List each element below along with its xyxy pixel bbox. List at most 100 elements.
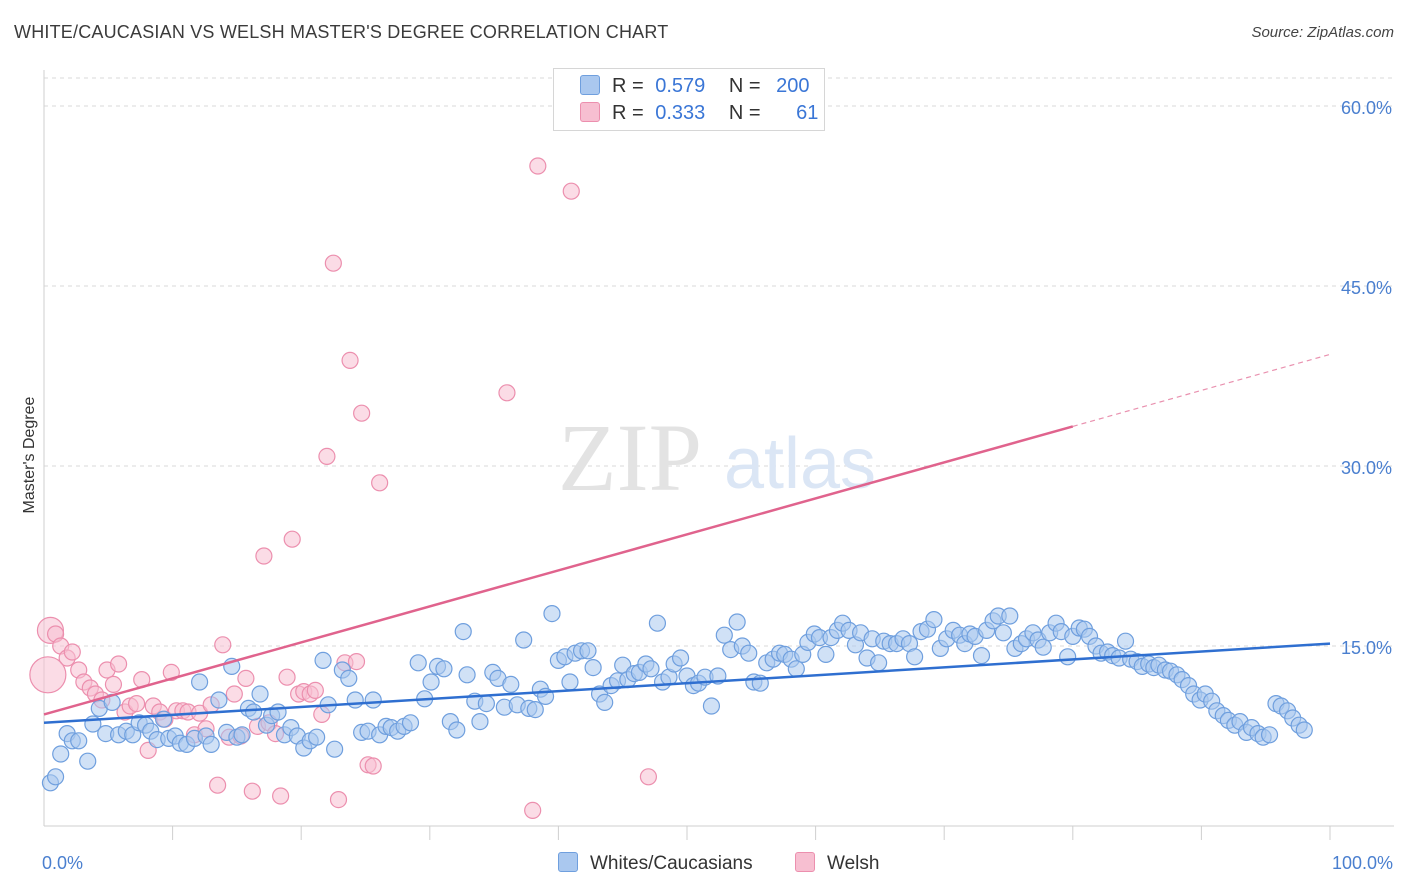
welsh-point <box>209 776 227 794</box>
whites-point <box>702 697 721 715</box>
whites-point <box>1260 726 1279 744</box>
whites-point <box>925 610 943 629</box>
welsh-point <box>214 636 232 654</box>
welsh-point <box>353 404 371 422</box>
legend-row-whites: R = 0.579 N = 200 <box>580 75 810 99</box>
whites-point <box>715 626 733 644</box>
welsh-point <box>498 384 516 402</box>
y-axis-label: Master's Degree <box>21 396 38 513</box>
welsh-point <box>324 254 342 272</box>
whites-point <box>906 648 924 666</box>
whites-point <box>448 721 466 739</box>
whites-point <box>671 649 690 667</box>
whites-point <box>579 642 597 660</box>
whites-point <box>1295 721 1313 739</box>
bottom-legend-label: Welsh <box>827 853 880 874</box>
whites-point <box>515 631 533 649</box>
bottom-legend-swatch-blue <box>558 852 578 872</box>
whites-point <box>233 726 251 744</box>
whites-point <box>596 693 614 712</box>
axes <box>43 70 1394 840</box>
whites-point <box>422 673 440 691</box>
source-credit: Source: ZipAtlas.com <box>1251 24 1394 41</box>
welsh-point <box>243 782 261 800</box>
y-tick-label: 30.0% <box>1341 458 1392 478</box>
watermark-zip: ZIP <box>558 404 702 511</box>
legend-r-label: R = <box>612 75 644 97</box>
whites-point <box>191 673 209 691</box>
watermark-atlas: atlas <box>724 424 876 504</box>
welsh-point <box>127 694 146 713</box>
legend-row-welsh: R = 0.333 N = 61 <box>580 102 818 126</box>
whites-point <box>46 768 65 786</box>
whites-point <box>728 613 746 631</box>
whites-point <box>561 673 579 691</box>
legend-n-label: N = <box>728 102 761 124</box>
whites-point <box>648 614 667 632</box>
whites-point <box>1001 607 1019 625</box>
watermark: ZIP atlas <box>558 404 876 511</box>
whites-point <box>326 740 344 758</box>
welsh-point <box>318 447 336 465</box>
legend-r-label: R = <box>612 102 644 124</box>
welsh-trend-extension <box>1072 353 1331 427</box>
legend-n-value: 200 <box>776 75 810 97</box>
welsh-point <box>255 547 273 565</box>
whites-point <box>642 660 660 678</box>
whites-point <box>817 645 835 664</box>
welsh-point <box>278 668 296 686</box>
whites-point <box>787 660 805 678</box>
tick-labels: 15.0% 30.0% 45.0% 60.0% 0.0% 100.0% <box>42 98 1393 873</box>
welsh-point <box>225 685 243 703</box>
legend-swatch-blue <box>580 75 600 95</box>
legend-r-value: 0.333 <box>655 102 706 124</box>
welsh-point <box>341 351 359 369</box>
welsh-point <box>237 669 255 688</box>
bottom-legend-whites[interactable]: Whites/Caucasians <box>558 852 753 875</box>
whites-point <box>994 624 1012 642</box>
y-tick-label: 15.0% <box>1341 638 1392 658</box>
welsh-point <box>329 790 348 809</box>
welsh-point <box>283 530 301 548</box>
whites-point <box>543 604 561 623</box>
legend: R = 0.579 N = 200 R = 0.333 N = 61 <box>553 68 825 131</box>
whites-point <box>972 646 991 665</box>
welsh-point <box>104 675 123 694</box>
welsh-point <box>371 474 389 492</box>
y-tick-label: 45.0% <box>1341 278 1392 298</box>
welsh-point <box>524 801 542 820</box>
welsh-point <box>562 182 580 200</box>
bottom-legend-welsh[interactable]: Welsh <box>795 852 879 875</box>
whites-point <box>251 685 269 703</box>
welsh-point <box>109 655 128 673</box>
welsh-point <box>29 656 67 694</box>
whites-point <box>471 712 489 731</box>
whites-point <box>477 694 495 713</box>
whites-point <box>409 654 427 672</box>
x-tick-label: 0.0% <box>42 853 83 873</box>
whites-point <box>1059 648 1077 666</box>
whites-point <box>454 622 472 641</box>
x-tick-label: 100.0% <box>1332 853 1393 873</box>
legend-swatch-pink <box>580 102 600 122</box>
whites-points <box>41 604 1313 792</box>
whites-point <box>346 691 364 709</box>
whites-point <box>70 732 88 750</box>
whites-point <box>740 644 758 662</box>
whites-point <box>202 735 220 754</box>
whites-point <box>154 710 173 728</box>
bottom-legend-swatch-pink <box>795 852 815 872</box>
grid-lines <box>44 77 1394 647</box>
trend-lines <box>43 353 1331 725</box>
legend-r-value: 0.579 <box>655 75 706 97</box>
whites-point <box>245 703 263 721</box>
whites-point <box>584 658 602 677</box>
whites-point <box>308 728 326 746</box>
legend-n-label: N = <box>728 75 761 97</box>
whites-point <box>52 745 70 763</box>
whites-point <box>314 651 332 670</box>
whites-point <box>401 714 420 732</box>
whites-point <box>210 691 228 709</box>
welsh-point <box>639 768 658 786</box>
